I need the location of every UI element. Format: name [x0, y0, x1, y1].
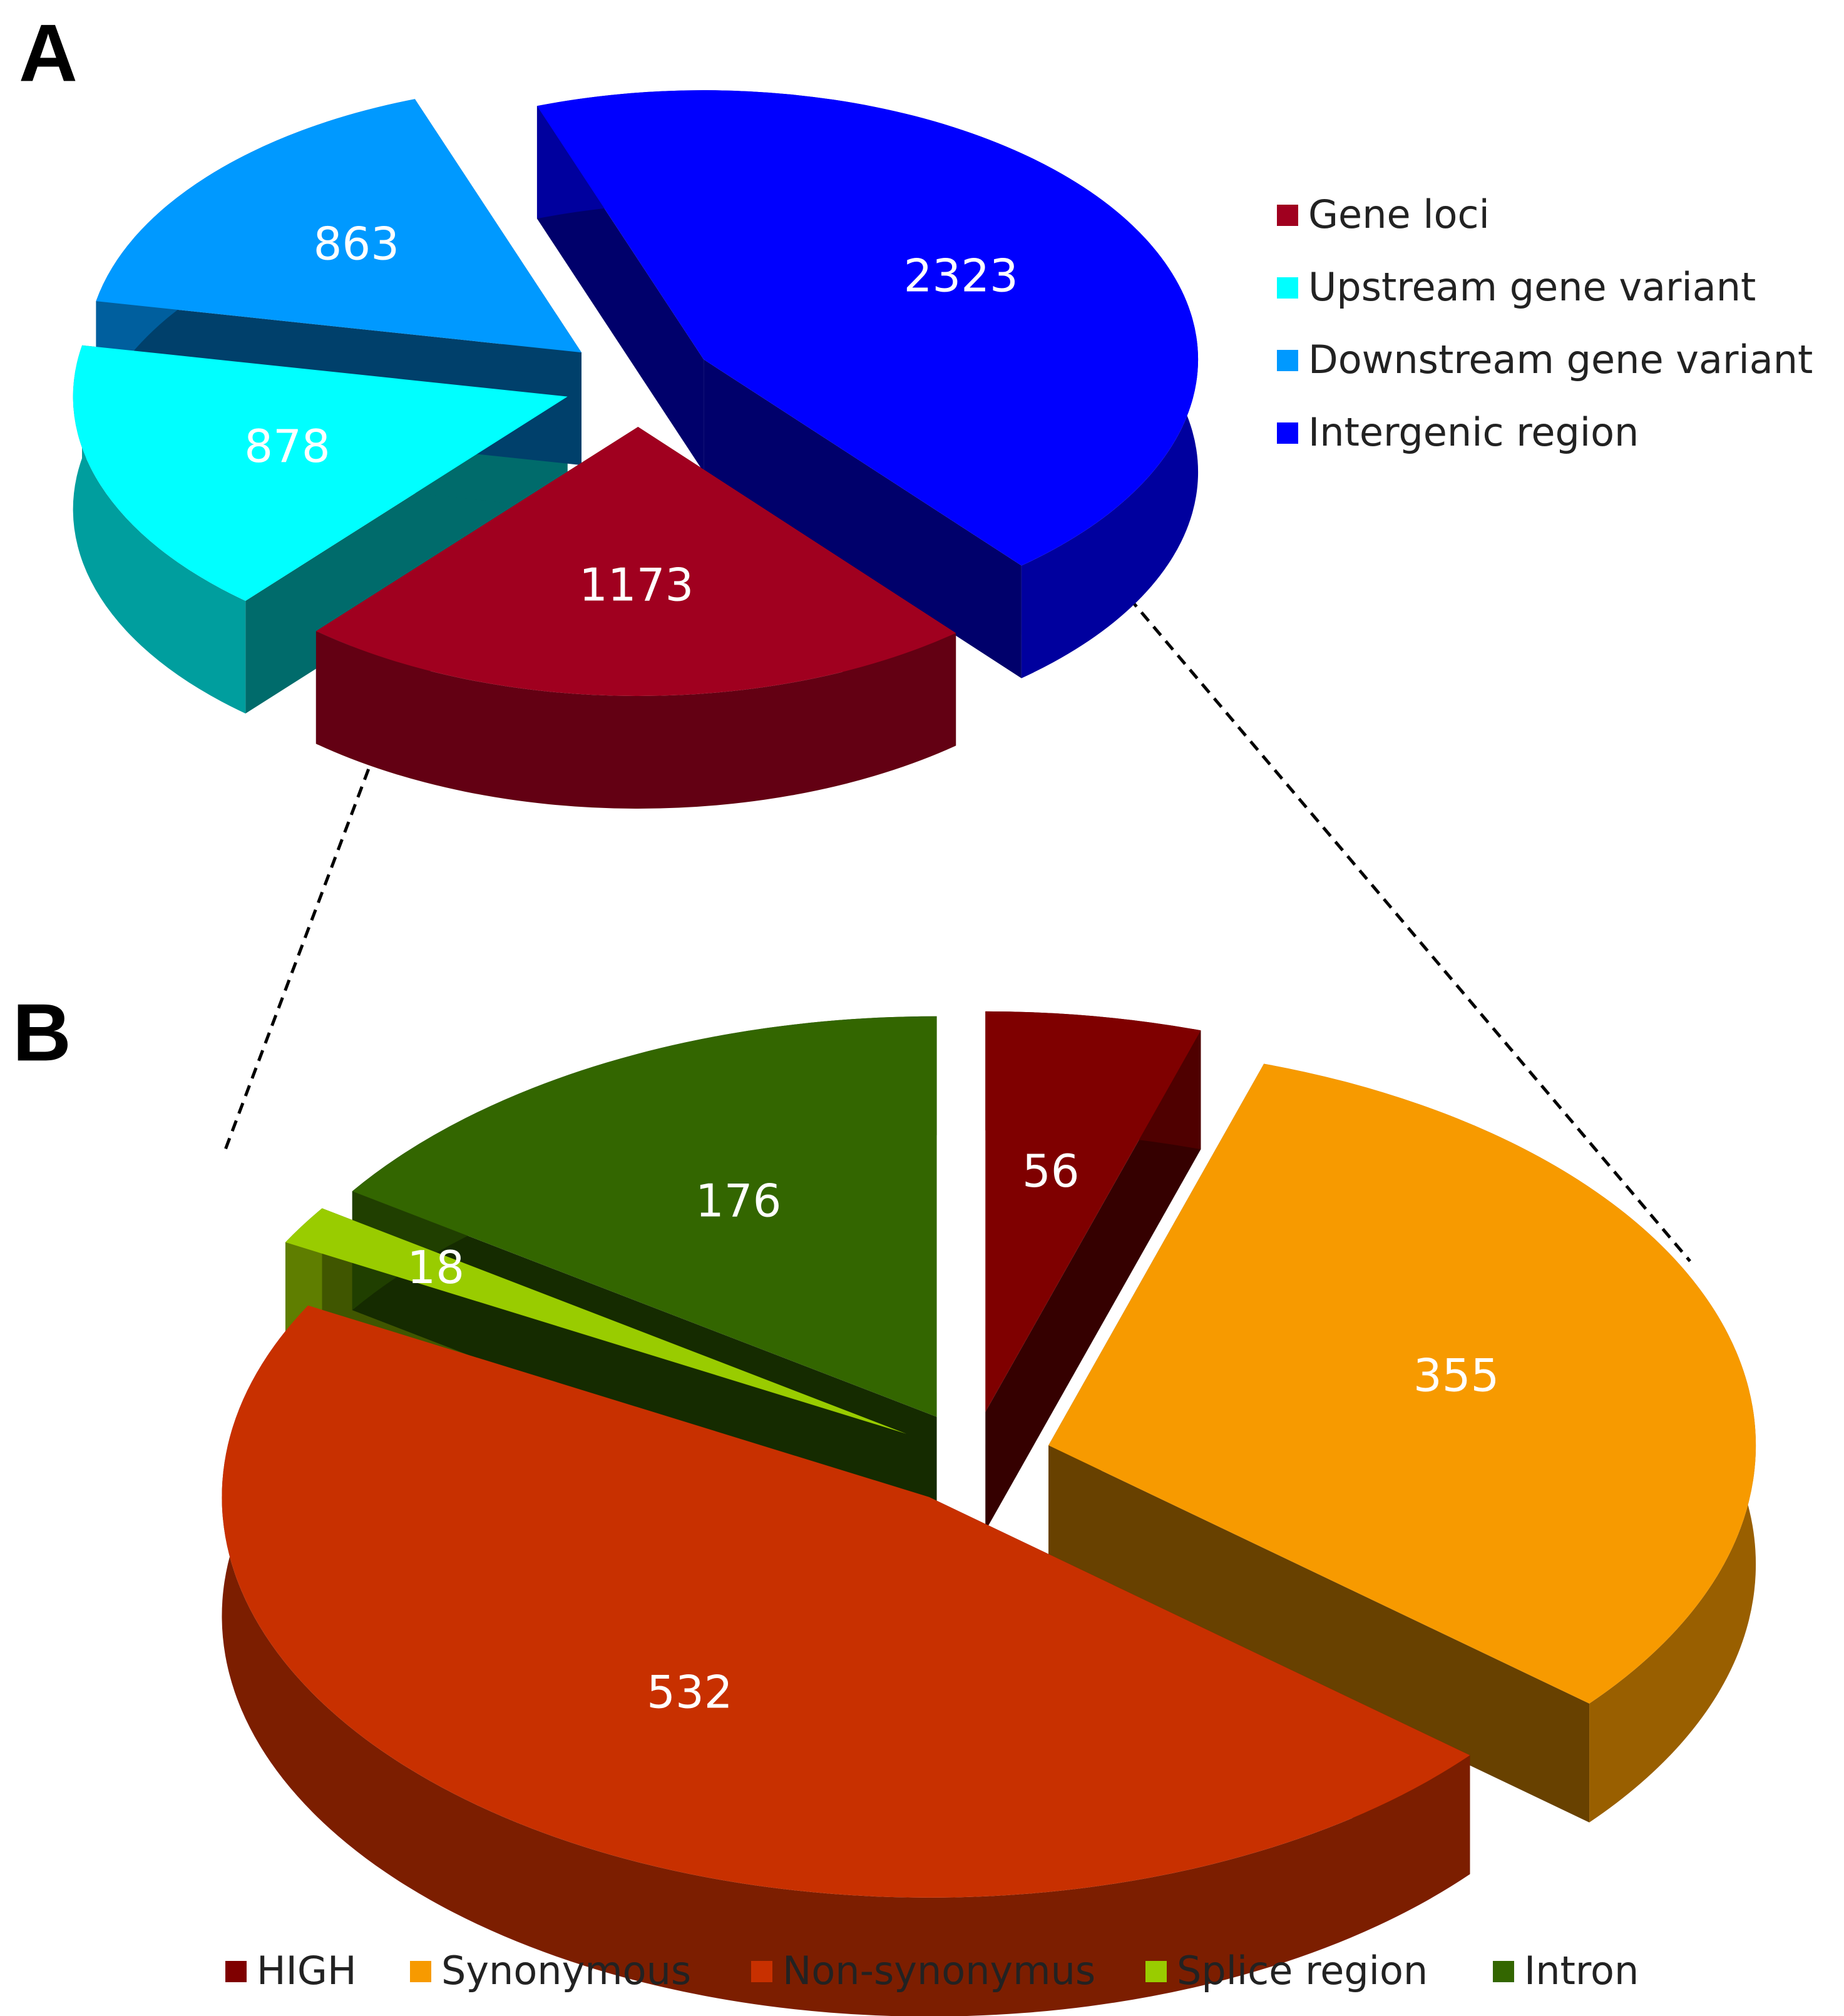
data-label: 176 [695, 1175, 781, 1227]
legend-label: Non-synonymus [782, 1948, 1095, 1993]
panel-label: A [19, 7, 78, 98]
data-label: 532 [647, 1666, 732, 1718]
legend-label: Gene loci [1308, 192, 1490, 237]
data-label: 355 [1413, 1349, 1499, 1401]
slice [1048, 1063, 1756, 1704]
panel-label: B [13, 986, 71, 1078]
data-label: 878 [244, 420, 330, 473]
legend-swatch [1493, 1961, 1514, 1982]
slice-side [1048, 1445, 1590, 1823]
slice [73, 345, 568, 601]
slice [222, 1305, 1470, 1898]
legend-label: Intergenic region [1308, 409, 1639, 455]
slice-tops [73, 90, 1199, 696]
slice-side [315, 631, 956, 809]
legend-swatch [751, 1961, 772, 1982]
legend-swatch [1277, 205, 1298, 226]
legend-label: Splice region [1177, 1948, 1428, 1993]
slice-side [222, 1305, 1470, 2016]
data-label: 863 [314, 218, 399, 270]
legend-label: HIGH [257, 1948, 357, 1993]
slice [352, 1016, 937, 1417]
slice [96, 99, 581, 353]
connector [1055, 511, 1691, 1262]
legend-swatch [1145, 1961, 1167, 1982]
legend-swatch [225, 1961, 247, 1982]
slice-side [985, 1030, 1201, 1531]
legend-swatch [1277, 350, 1298, 371]
legend-label: Upstream gene variant [1308, 264, 1756, 310]
slice-tops [222, 1011, 1756, 1898]
slice-side [704, 359, 1022, 678]
slice [315, 426, 956, 696]
legend-label: Synonymous [441, 1948, 691, 1993]
data-label: 1173 [579, 559, 694, 611]
slice-labels: 1173 878 863 2323 [244, 218, 1018, 611]
legend-swatch [1277, 422, 1298, 444]
slice [285, 1208, 907, 1434]
data-label: 2323 [904, 249, 1018, 302]
legend-swatch [1277, 277, 1298, 299]
data-label: 18 [407, 1241, 464, 1294]
legend-swatch [410, 1961, 431, 1982]
legend-label: Downstream gene variant [1308, 337, 1813, 382]
slice [536, 90, 1199, 566]
data-label: 56 [1022, 1145, 1080, 1197]
slice-side [73, 345, 246, 714]
legend-label: Intron [1524, 1948, 1639, 1993]
slice [985, 1011, 1201, 1412]
slice-labels: 56 355 532 18 176 [407, 1145, 1499, 1718]
